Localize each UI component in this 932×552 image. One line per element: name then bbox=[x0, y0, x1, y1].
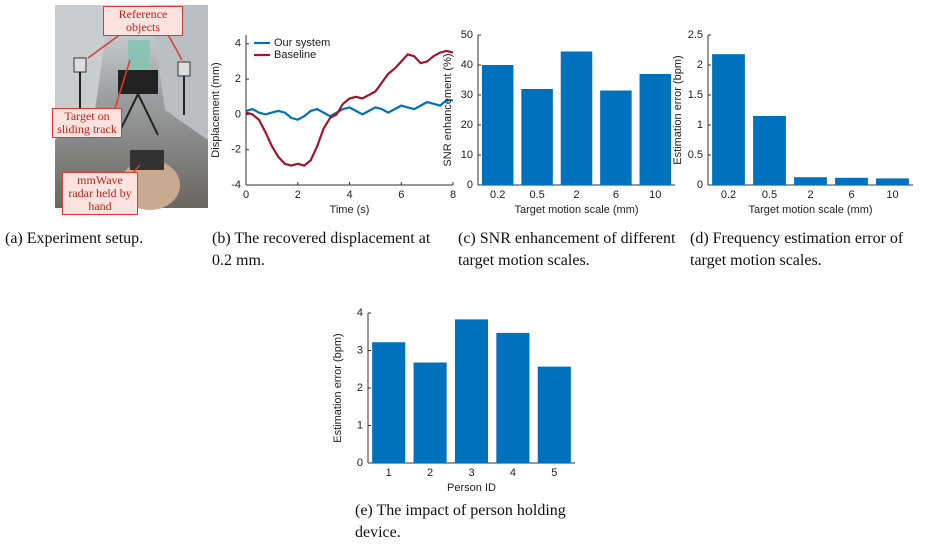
y-axis-label: Displacement (mm) bbox=[210, 62, 222, 157]
x-tick-label: 4 bbox=[510, 467, 516, 479]
x-tick-label: 0.2 bbox=[490, 189, 505, 201]
bar bbox=[876, 178, 909, 185]
y-tick-label: 1 bbox=[697, 119, 703, 131]
caption: (b) The recovered displacement at 0.2 mm… bbox=[212, 228, 452, 272]
x-tick-label: 6 bbox=[848, 189, 854, 201]
x-tick-label: 10 bbox=[649, 189, 661, 201]
x-tick-label: 6 bbox=[398, 189, 404, 201]
caption: (a) Experiment setup. bbox=[5, 228, 205, 250]
y-tick-label: 50 bbox=[461, 29, 473, 41]
y-tick-label: 2 bbox=[357, 382, 363, 394]
bar bbox=[521, 89, 553, 185]
x-tick-label: 5 bbox=[551, 467, 557, 479]
x-tick-label: 2 bbox=[427, 467, 433, 479]
x-tick-label: 4 bbox=[346, 189, 352, 201]
bar bbox=[835, 178, 868, 185]
y-tick-label: 30 bbox=[461, 89, 473, 101]
bar bbox=[372, 342, 405, 463]
bar bbox=[753, 116, 786, 185]
y-tick-label: 4 bbox=[357, 307, 363, 319]
caption: (d) Frequency estimation error of target… bbox=[690, 228, 930, 272]
y-tick-label: 0 bbox=[357, 457, 363, 469]
figure: -4 -2 0 2 4 Time (s) Displacement (mm) 0 2 4 6 8 Our… bbox=[0, 0, 932, 552]
bar bbox=[600, 91, 632, 186]
x-tick-label: 10 bbox=[886, 189, 898, 201]
x-tick-label: 6 bbox=[613, 189, 619, 201]
x-axis-label: Target motion scale (mm) bbox=[748, 204, 872, 216]
photo-label: Target on sliding track bbox=[52, 108, 122, 138]
bar bbox=[482, 65, 514, 185]
y-tick-label: 2.5 bbox=[688, 29, 703, 41]
x-tick-label: 0.5 bbox=[529, 189, 544, 201]
y-tick-label: 2 bbox=[697, 59, 703, 71]
y-axis-label: Estimation error (bpm) bbox=[332, 333, 344, 442]
y-tick-label: 0.5 bbox=[688, 149, 703, 161]
x-tick-label: 0.2 bbox=[721, 189, 736, 201]
bar bbox=[538, 367, 571, 463]
legend-label: Our system bbox=[274, 37, 330, 49]
caption: (e) The impact of person holding device. bbox=[355, 500, 580, 544]
photo-label: Reference objects bbox=[103, 6, 183, 36]
bar bbox=[455, 319, 488, 463]
y-tick-label: 3 bbox=[357, 344, 363, 356]
legend-label: Baseline bbox=[274, 49, 316, 61]
charts: -4 -2 0 2 4 Time (s) Displacement (mm) 0 2 4 6 8 Our… bbox=[0, 0, 932, 552]
bar bbox=[640, 74, 672, 185]
bar bbox=[414, 363, 447, 464]
x-axis-label: Person ID bbox=[447, 482, 496, 494]
photo-label: mmWave radar held by hand bbox=[62, 172, 138, 215]
y-tick-label: 40 bbox=[461, 59, 473, 71]
y-tick-label: 4 bbox=[235, 38, 241, 50]
y-axis-label: Estimation error (bpm) bbox=[672, 55, 684, 164]
bar bbox=[496, 333, 529, 463]
x-tick-label: 0 bbox=[243, 189, 249, 201]
y-tick-label: 2 bbox=[235, 73, 241, 85]
x-tick-label: 0.5 bbox=[762, 189, 777, 201]
y-tick-label: 1.5 bbox=[688, 89, 703, 101]
caption: (c) SNR enhancement of different target … bbox=[458, 228, 690, 272]
x-axis-label: Target motion scale (mm) bbox=[514, 204, 638, 216]
y-tick-label: -2 bbox=[231, 144, 241, 156]
x-axis-label: Time (s) bbox=[330, 204, 370, 216]
x-tick-label: 2 bbox=[807, 189, 813, 201]
bar bbox=[794, 177, 827, 185]
y-axis-label: SNR enhancement (%) bbox=[442, 53, 454, 166]
bar bbox=[561, 52, 593, 186]
series-line bbox=[246, 100, 453, 119]
bar bbox=[712, 54, 745, 185]
x-tick-label: 2 bbox=[295, 189, 301, 201]
x-tick-label: 2 bbox=[573, 189, 579, 201]
y-tick-label: 0 bbox=[467, 179, 473, 191]
x-tick-label: 8 bbox=[450, 189, 456, 201]
x-tick-label: 1 bbox=[386, 467, 392, 479]
y-tick-label: 10 bbox=[461, 149, 473, 161]
y-tick-label: -4 bbox=[231, 179, 241, 191]
x-tick-label: 3 bbox=[468, 467, 474, 479]
y-tick-label: 20 bbox=[461, 119, 473, 131]
y-tick-label: 0 bbox=[697, 179, 703, 191]
y-tick-label: 0 bbox=[235, 108, 241, 120]
y-tick-label: 1 bbox=[357, 419, 363, 431]
